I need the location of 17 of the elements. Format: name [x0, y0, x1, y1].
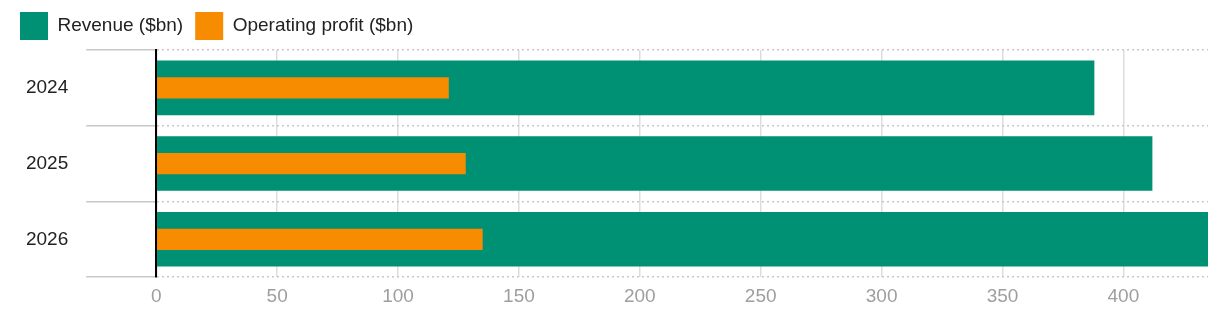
x-tick-label: 400: [1107, 284, 1140, 306]
y-tick-label: 2026: [25, 227, 69, 249]
x-tick-label: 50: [266, 284, 288, 306]
x-tick-label: 200: [623, 284, 656, 306]
legend-label: Revenue ($bn): [57, 14, 184, 36]
x-tick-label: 0: [150, 284, 162, 306]
bar: [157, 77, 449, 99]
x-tick-label: 300: [865, 284, 898, 306]
x-tick-label: 250: [744, 284, 777, 306]
x-tick-label: 150: [503, 284, 535, 306]
x-tick-label: 350: [986, 284, 1019, 306]
legend-label: Operating profit ($bn): [232, 14, 414, 36]
y-tick-label: 2024: [25, 76, 69, 98]
y-tick-label: 2025: [25, 151, 69, 173]
bar: [157, 228, 483, 250]
x-tick-label: 100: [382, 284, 414, 306]
bar: [157, 153, 466, 175]
